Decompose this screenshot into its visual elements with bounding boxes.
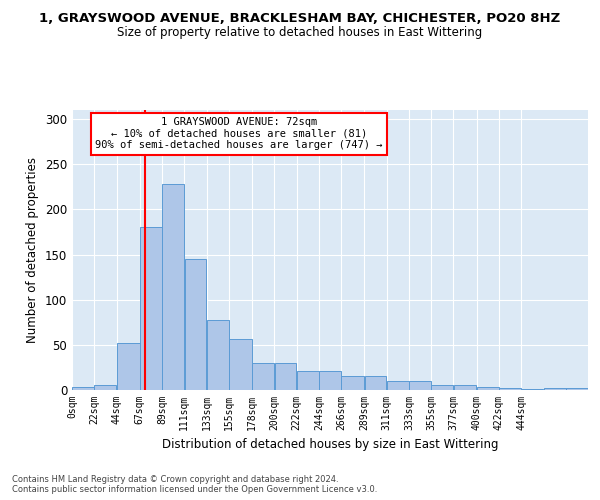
Bar [207, 320, 229, 390]
Text: Size of property relative to detached houses in East Wittering: Size of property relative to detached ho… [118, 26, 482, 39]
Bar [140, 226, 162, 390]
Bar [341, 376, 364, 390]
Bar [185, 259, 206, 390]
Bar [387, 381, 409, 390]
Bar [117, 343, 140, 390]
Bar [297, 371, 319, 390]
Bar [229, 340, 252, 390]
Text: 1 GRAYSWOOD AVENUE: 72sqm
← 10% of detached houses are smaller (81)
90% of semi-: 1 GRAYSWOOD AVENUE: 72sqm ← 10% of detac… [95, 117, 383, 150]
Bar [319, 371, 341, 390]
Bar [94, 384, 116, 390]
Bar [499, 388, 521, 390]
Bar [275, 363, 296, 390]
Text: Contains public sector information licensed under the Open Government Licence v3: Contains public sector information licen… [12, 485, 377, 494]
Bar [477, 388, 499, 390]
Bar [365, 376, 386, 390]
Bar [409, 381, 431, 390]
Bar [454, 386, 476, 390]
Bar [521, 389, 543, 390]
X-axis label: Distribution of detached houses by size in East Wittering: Distribution of detached houses by size … [162, 438, 498, 452]
Bar [253, 363, 274, 390]
Bar [431, 384, 453, 390]
Bar [72, 388, 94, 390]
Text: 1, GRAYSWOOD AVENUE, BRACKLESHAM BAY, CHICHESTER, PO20 8HZ: 1, GRAYSWOOD AVENUE, BRACKLESHAM BAY, CH… [40, 12, 560, 26]
Bar [162, 184, 184, 390]
Text: Contains HM Land Registry data © Crown copyright and database right 2024.: Contains HM Land Registry data © Crown c… [12, 475, 338, 484]
Bar [544, 388, 566, 390]
Y-axis label: Number of detached properties: Number of detached properties [26, 157, 40, 343]
Bar [566, 388, 588, 390]
